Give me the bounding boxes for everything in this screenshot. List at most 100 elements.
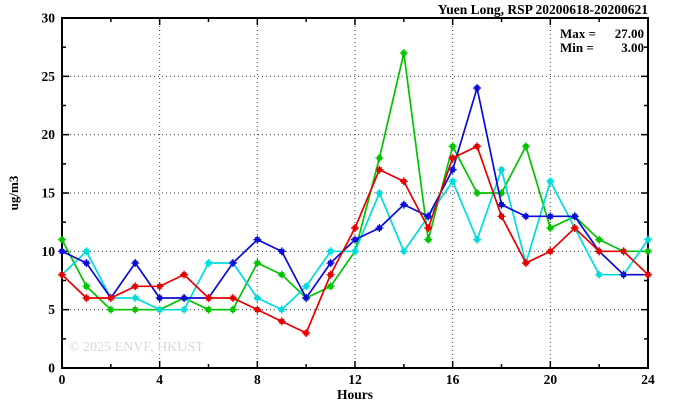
- series-red-marker: [474, 143, 480, 149]
- series-blue-marker: [523, 213, 529, 219]
- series-blue-marker: [254, 237, 260, 243]
- stats-min-value: 3.00: [621, 40, 644, 55]
- x-tick-label: 24: [641, 372, 655, 387]
- series-blue-marker: [376, 225, 382, 231]
- series-red-marker: [181, 272, 187, 278]
- series-red-marker: [596, 248, 602, 254]
- series-green-marker: [206, 307, 211, 313]
- y-tick-label: 25: [42, 69, 56, 84]
- stats-min-row: Min = 3.00: [560, 41, 644, 55]
- series-cyan-marker: [206, 260, 211, 266]
- series-blue-marker: [450, 167, 456, 173]
- series-red-marker: [425, 225, 431, 231]
- x-tick-label: 20: [544, 372, 558, 387]
- series-cyan-marker: [499, 167, 504, 173]
- series-red-marker: [621, 248, 627, 254]
- series-red-marker: [547, 248, 553, 254]
- series-blue-marker: [328, 260, 334, 266]
- series-green-marker: [523, 143, 529, 149]
- series-cyan-marker: [181, 307, 187, 313]
- watermark: © 2025 ENVF, HKUST: [69, 340, 204, 355]
- series-blue-marker: [401, 202, 407, 208]
- series-red-marker: [401, 178, 407, 184]
- stats-box: Max = 27.00 Min = 3.00: [560, 27, 644, 55]
- series-cyan-marker: [352, 248, 358, 254]
- y-tick-label: 10: [42, 244, 56, 259]
- series-blue-marker: [474, 85, 480, 91]
- series-green-marker: [547, 225, 553, 231]
- series-blue-marker: [425, 213, 431, 219]
- series-red-marker: [157, 283, 163, 289]
- series-green-marker: [596, 237, 602, 243]
- series-cyan-marker: [83, 248, 89, 254]
- series-cyan-marker: [596, 272, 602, 278]
- series-blue-marker: [279, 248, 285, 254]
- x-tick-label: 4: [156, 372, 163, 387]
- series-cyan-marker: [401, 248, 407, 254]
- series-green-line: [61, 52, 648, 311]
- series-blue-marker: [621, 272, 627, 278]
- series-cyan-marker: [645, 237, 651, 243]
- y-axis-label: ug/m3: [6, 175, 21, 211]
- stats-max-label: Max =: [560, 26, 596, 41]
- series-blue-marker: [132, 260, 138, 266]
- x-tick-label: 0: [59, 372, 66, 387]
- series-blue-marker: [157, 295, 163, 301]
- x-axis-label: Hours: [336, 387, 373, 402]
- series-red-marker: [59, 272, 65, 278]
- series-blue-marker: [572, 213, 578, 219]
- series-red-marker: [645, 272, 651, 278]
- series-green-marker: [108, 307, 114, 313]
- series-cyan-marker: [132, 295, 138, 301]
- series-red-marker: [108, 295, 114, 301]
- y-tick-label: 30: [42, 11, 56, 26]
- stats-min-label: Min =: [560, 40, 594, 55]
- y-tick-label: 5: [48, 302, 55, 317]
- series-green-marker: [499, 190, 504, 196]
- series-red-marker: [328, 272, 334, 278]
- series-green-marker: [279, 272, 285, 278]
- series-red-marker: [279, 318, 285, 324]
- series-blue-marker: [83, 260, 89, 266]
- y-tick-label: 15: [42, 186, 56, 201]
- series-cyan-marker: [279, 307, 285, 313]
- series-cyan-marker: [254, 295, 260, 301]
- series-cyan-marker: [474, 237, 480, 243]
- series-cyan-marker: [450, 178, 456, 184]
- series-red-marker: [206, 295, 211, 301]
- x-tick-label: 8: [254, 372, 261, 387]
- series-blue-marker: [181, 295, 187, 301]
- series-blue-marker: [499, 202, 504, 208]
- series-red-marker: [450, 155, 456, 161]
- series-red-marker: [83, 295, 89, 301]
- series-green-marker: [474, 190, 480, 196]
- x-tick-label: 16: [446, 372, 460, 387]
- series-red-marker: [254, 307, 260, 313]
- series-red-marker: [376, 167, 382, 173]
- series-red-marker: [523, 260, 529, 266]
- series-red-marker: [132, 283, 138, 289]
- series-blue-marker: [547, 213, 553, 219]
- series-green-marker: [230, 307, 236, 313]
- series-cyan-marker: [303, 283, 309, 289]
- series-green-marker: [645, 248, 651, 254]
- series-green-marker: [132, 307, 138, 313]
- series-green-marker: [376, 155, 382, 161]
- series-green-marker: [254, 260, 260, 266]
- x-tick-label: 12: [348, 372, 362, 387]
- series-cyan-marker: [376, 190, 382, 196]
- series-blue-marker: [303, 295, 309, 301]
- chart-title: Yuen Long, RSP 20200618-20200621: [437, 2, 648, 17]
- series-green-marker: [450, 143, 456, 149]
- series-red-marker: [499, 213, 504, 219]
- y-tick-label: 0: [48, 361, 55, 376]
- y-tick-label: 20: [42, 127, 56, 142]
- series-green-marker: [425, 237, 431, 243]
- plot-border: [61, 17, 649, 369]
- series-red-marker: [572, 225, 578, 231]
- series-green-marker: [83, 283, 89, 289]
- series-green-marker: [59, 237, 65, 243]
- series-red-marker: [230, 295, 236, 301]
